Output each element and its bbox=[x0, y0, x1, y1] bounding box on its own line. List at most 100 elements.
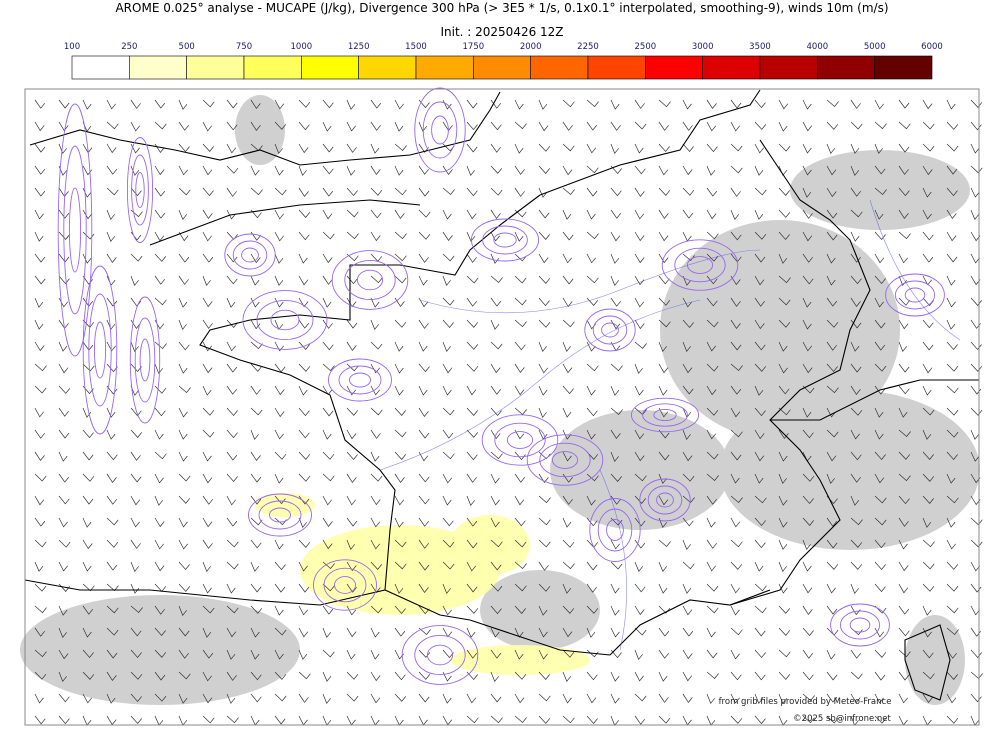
wind-barb bbox=[106, 187, 119, 196]
wind-barb bbox=[970, 253, 980, 264]
wind-barb bbox=[826, 187, 837, 198]
wind-barb bbox=[850, 407, 863, 416]
wind-barb bbox=[778, 649, 791, 658]
wind-barb bbox=[802, 319, 812, 330]
wind-barb bbox=[730, 627, 743, 636]
wind-barb bbox=[922, 407, 935, 416]
wind-barb bbox=[58, 671, 67, 682]
wind-barb bbox=[850, 649, 861, 659]
wind-barb bbox=[106, 385, 118, 395]
wind-barb bbox=[274, 429, 284, 440]
wind-barb bbox=[106, 99, 116, 110]
wind-barb bbox=[274, 209, 284, 220]
wind-barb bbox=[706, 693, 715, 704]
wind-barb bbox=[250, 649, 260, 660]
wind-barb bbox=[322, 231, 335, 240]
wind-barb bbox=[922, 605, 932, 616]
wind-barb bbox=[634, 341, 647, 349]
contour bbox=[639, 478, 691, 522]
wind-barb bbox=[706, 605, 719, 614]
wind-barb bbox=[586, 715, 598, 725]
wind-barb bbox=[610, 231, 621, 242]
contour bbox=[584, 308, 636, 352]
colorbar-label: 1250 bbox=[348, 42, 370, 52]
wind-barb bbox=[346, 275, 358, 285]
wind-barb bbox=[130, 715, 142, 725]
wind-barb bbox=[754, 561, 764, 572]
wind-barb bbox=[730, 187, 741, 197]
wind-barb bbox=[898, 187, 910, 197]
wind-barb bbox=[946, 297, 956, 308]
wind-barb bbox=[730, 209, 740, 220]
wind-barb bbox=[706, 99, 717, 109]
contour bbox=[894, 280, 936, 310]
wind-barb bbox=[490, 649, 502, 659]
wind-barb bbox=[538, 385, 548, 396]
contour bbox=[653, 408, 677, 422]
wind-barb bbox=[250, 539, 262, 549]
wind-barb bbox=[154, 209, 166, 219]
wind-barb bbox=[682, 517, 694, 527]
wind-barb bbox=[778, 583, 788, 594]
wind-barb bbox=[778, 473, 787, 484]
wind-barb bbox=[490, 539, 503, 548]
wind-barb bbox=[226, 275, 238, 285]
wind-barb bbox=[706, 517, 716, 528]
wind-barb bbox=[706, 319, 719, 328]
wind-barb bbox=[802, 231, 813, 242]
wind-barb bbox=[370, 627, 380, 638]
contour bbox=[269, 507, 291, 523]
wind-barb bbox=[562, 253, 572, 264]
wind-barb bbox=[202, 451, 212, 462]
wind-barb bbox=[922, 385, 932, 396]
wind-barb bbox=[874, 143, 883, 154]
wind-barb bbox=[490, 407, 502, 417]
contour bbox=[344, 259, 396, 301]
wind-barb bbox=[82, 495, 94, 505]
wind-barb bbox=[538, 99, 548, 110]
wind-barb bbox=[34, 693, 44, 704]
wind-barb bbox=[82, 209, 93, 220]
wind-barb bbox=[178, 539, 188, 550]
wind-barb bbox=[250, 561, 260, 572]
wind-barb bbox=[562, 407, 572, 418]
wind-barb bbox=[106, 209, 115, 220]
wind-barb bbox=[946, 99, 956, 110]
wind-barb bbox=[298, 121, 310, 131]
wind-barb bbox=[130, 473, 142, 483]
wind-barb bbox=[730, 671, 742, 681]
wind-barb bbox=[226, 671, 237, 681]
wind-barb bbox=[106, 649, 118, 659]
wind-barb bbox=[322, 319, 333, 329]
wind-barb bbox=[730, 363, 743, 372]
wind-barb bbox=[850, 495, 860, 506]
wind-barb bbox=[346, 473, 357, 483]
wind-barb bbox=[370, 693, 381, 704]
colorbar-label: 5000 bbox=[864, 42, 886, 52]
wind-barb bbox=[874, 495, 887, 504]
colorbar-box bbox=[874, 55, 933, 80]
wind-barb bbox=[466, 385, 477, 396]
wind-barb bbox=[490, 253, 500, 264]
wind-barb bbox=[970, 561, 981, 572]
wind-barb bbox=[226, 693, 236, 704]
wind-barb bbox=[34, 385, 47, 394]
wind-barb bbox=[610, 385, 620, 396]
wind-barb bbox=[130, 253, 143, 262]
wind-barb bbox=[682, 187, 695, 196]
wind-barb bbox=[202, 363, 213, 374]
wind-barb bbox=[226, 517, 238, 527]
wind-barb bbox=[730, 517, 741, 528]
wind-barb bbox=[298, 253, 308, 264]
wind-barb bbox=[706, 429, 716, 440]
wind-barb bbox=[226, 495, 236, 506]
wind-barb bbox=[946, 143, 959, 152]
wind-barb bbox=[106, 627, 119, 636]
wind-barb bbox=[658, 605, 671, 614]
wind-barb bbox=[298, 473, 311, 482]
wind-barb bbox=[34, 253, 46, 263]
wind-barb bbox=[826, 385, 839, 394]
wind-barb bbox=[82, 451, 94, 461]
contour bbox=[493, 232, 517, 248]
